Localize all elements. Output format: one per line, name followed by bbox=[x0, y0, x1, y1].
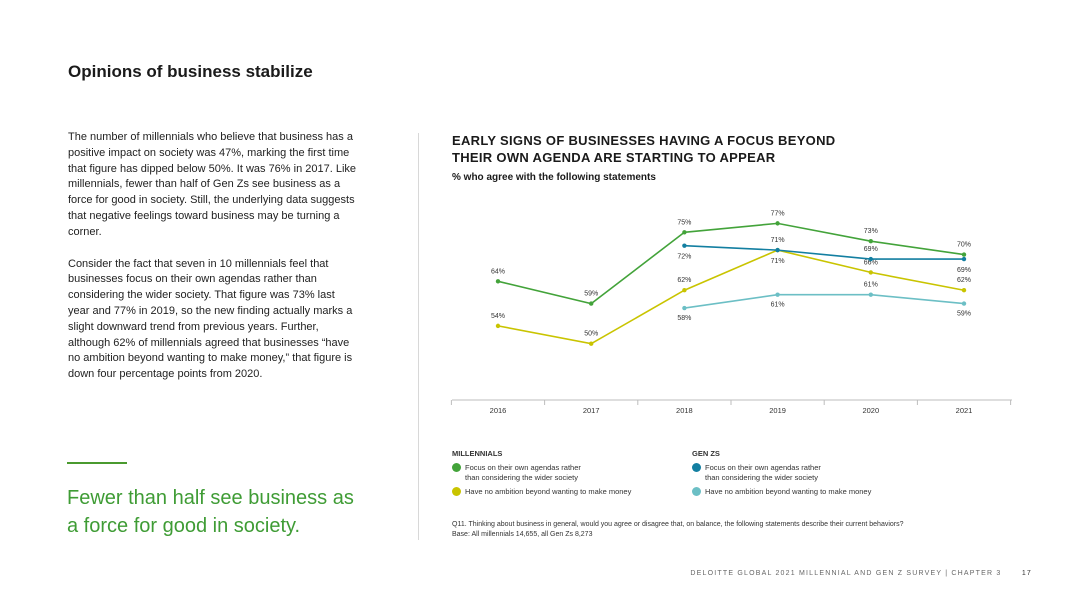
x-tick-label: 2020 bbox=[862, 406, 879, 415]
footnote: Q11. Thinking about business in general,… bbox=[452, 520, 1012, 540]
data-label: 71% bbox=[771, 258, 785, 265]
footnote-base: Base: All millennials 14,655, all Gen Zs… bbox=[452, 531, 593, 538]
data-point bbox=[589, 301, 594, 306]
legend-dot-millennials-focus bbox=[452, 463, 461, 472]
legend-label: than considering the wider society bbox=[705, 473, 818, 482]
paragraph-2: Consider the fact that seven in 10 mille… bbox=[68, 257, 353, 381]
legend-millennials: MILLENNIALS Focus on their own agendas r… bbox=[452, 449, 672, 501]
data-label: 66% bbox=[864, 259, 878, 266]
data-label: 69% bbox=[957, 267, 971, 274]
data-label: 50% bbox=[584, 331, 598, 338]
legend-label: Have no ambition beyond wanting to make … bbox=[465, 487, 632, 496]
data-point bbox=[682, 243, 687, 248]
data-label: 54% bbox=[491, 313, 505, 320]
accent-line bbox=[67, 462, 127, 464]
x-tick-label: 2021 bbox=[956, 406, 973, 415]
data-point bbox=[495, 323, 501, 329]
legend-label: Focus on their own agendas rather bbox=[465, 463, 581, 472]
data-label: 61% bbox=[771, 302, 785, 309]
legend-genz-title: GEN ZS bbox=[692, 449, 720, 458]
data-point bbox=[589, 341, 594, 346]
data-point bbox=[682, 230, 687, 235]
data-label: 71% bbox=[771, 237, 785, 244]
data-point bbox=[868, 270, 873, 275]
legend-label: Have no ambition beyond wanting to make … bbox=[705, 487, 872, 496]
data-point bbox=[775, 247, 780, 253]
data-label: 61% bbox=[864, 282, 878, 289]
data-point bbox=[868, 239, 873, 244]
series-line bbox=[497, 249, 965, 345]
paragraph-1: The number of millennials who believe th… bbox=[68, 131, 357, 238]
legend-item-millennials-money: Have no ambition beyond wanting to make … bbox=[452, 487, 672, 497]
data-point bbox=[961, 288, 967, 293]
data-label: 77% bbox=[771, 210, 785, 217]
line-chart: 2016 2017 2018 2019 2020 2021 64% 59% 75% 77% 73% 7… bbox=[450, 210, 1012, 415]
footer: DELOITTE GLOBAL 2021 MILLENNIAL AND GEN … bbox=[690, 570, 1032, 577]
legend-dot-millennials-money bbox=[452, 487, 461, 496]
data-point bbox=[775, 221, 780, 226]
legend-item-millennials-focus: Focus on their own agendas rather than co… bbox=[452, 463, 672, 483]
chart-subtitle: % who agree with the following statement… bbox=[452, 172, 656, 183]
data-point bbox=[961, 252, 967, 257]
legend-item-genz-focus: Focus on their own agendas rather than co… bbox=[692, 463, 912, 483]
vertical-divider bbox=[418, 133, 419, 540]
data-label: 59% bbox=[957, 311, 971, 318]
x-tick-label: 2017 bbox=[583, 406, 600, 415]
legend-item-genz-money: Have no ambition beyond wanting to make … bbox=[692, 487, 912, 497]
data-point bbox=[868, 292, 873, 297]
data-point bbox=[961, 301, 967, 306]
data-point bbox=[682, 305, 687, 311]
data-label: 64% bbox=[491, 268, 505, 275]
data-label: 72% bbox=[677, 254, 691, 261]
page-title: Opinions of business stabilize bbox=[68, 62, 313, 81]
series-line bbox=[684, 293, 965, 309]
pull-quote: Fewer than half see business as a force … bbox=[67, 487, 354, 537]
series-line bbox=[497, 222, 965, 305]
x-tick-label: 2016 bbox=[490, 406, 507, 415]
body-text: The number of millennials who believe th… bbox=[68, 130, 358, 399]
footer-text: DELOITTE GLOBAL 2021 MILLENNIAL AND GEN … bbox=[690, 570, 1002, 577]
legend-genz: GEN ZS Focus on their own agendas rather… bbox=[692, 449, 912, 501]
data-label: 73% bbox=[864, 228, 878, 235]
legend-label: Focus on their own agendas rather bbox=[705, 463, 821, 472]
data-point bbox=[775, 292, 780, 297]
data-point bbox=[868, 256, 873, 262]
legend-label: than considering the wider society bbox=[465, 473, 578, 482]
data-label: 69% bbox=[864, 246, 878, 253]
data-point bbox=[682, 288, 687, 293]
data-label: 75% bbox=[677, 219, 691, 226]
data-label: 62% bbox=[957, 277, 971, 284]
chart-title: EARLY SIGNS OF BUSINESSES HAVING A FOCUS… bbox=[452, 133, 836, 165]
data-label: 70% bbox=[957, 242, 971, 249]
data-point bbox=[495, 279, 501, 284]
legend-millennials-title: MILLENNIALS bbox=[452, 449, 503, 458]
legend-dot-genz-focus bbox=[692, 463, 701, 472]
data-label: 62% bbox=[677, 277, 691, 284]
data-label: 59% bbox=[584, 291, 598, 298]
data-point bbox=[961, 256, 967, 262]
legend-dot-genz-money bbox=[692, 487, 701, 496]
footnote-question: Q11. Thinking about business in general,… bbox=[452, 521, 904, 528]
x-tick-label: 2018 bbox=[676, 406, 693, 415]
page-number: 17 bbox=[1021, 570, 1032, 577]
x-tick-label: 2019 bbox=[769, 406, 786, 415]
data-label: 58% bbox=[677, 315, 691, 322]
series-line bbox=[684, 244, 964, 260]
